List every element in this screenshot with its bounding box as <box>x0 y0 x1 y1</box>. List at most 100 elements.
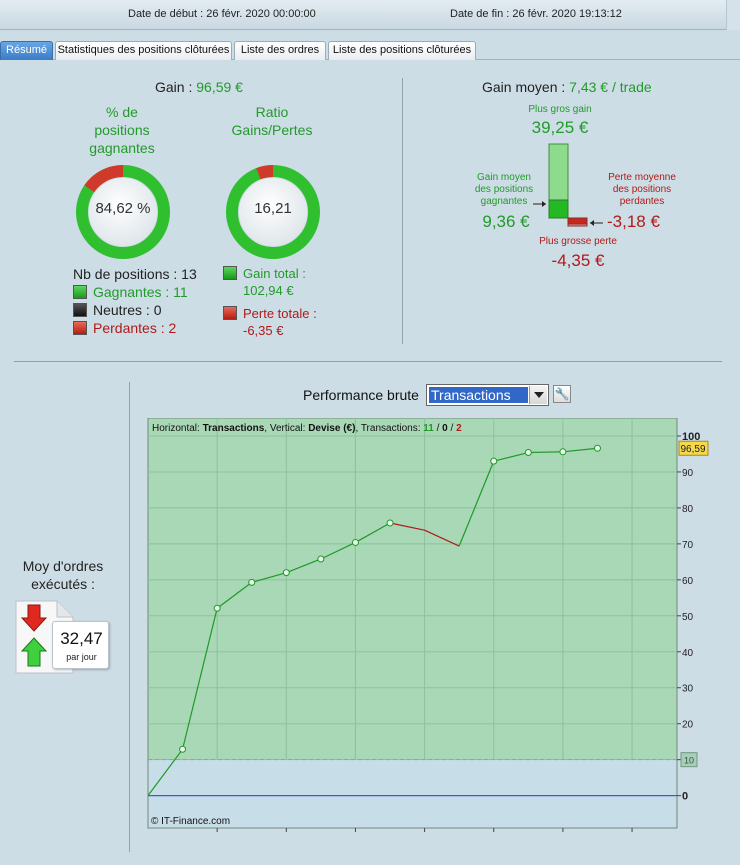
x-axis-ticks: 2468101214 <box>216 828 633 832</box>
tab-orders[interactable]: Liste des ordres <box>234 41 326 60</box>
tab-summary[interactable]: Résumé <box>0 41 53 60</box>
curve-segment <box>424 529 460 547</box>
equity-curve <box>147 444 601 796</box>
data-point <box>524 449 532 457</box>
avg-win-label-line: des positions <box>474 184 534 195</box>
curve-segment <box>286 558 322 574</box>
info-sep: / <box>434 423 442 434</box>
biggest-gain-label: Plus gros gain <box>528 104 592 115</box>
curve-segment <box>528 451 563 454</box>
biggest-loss-label: Plus grosse perte <box>539 236 617 247</box>
performance-select[interactable]: Transactions <box>426 384 549 406</box>
total-loss: Perte totale : -6,35 € <box>223 305 317 339</box>
last-value-badge <box>678 440 709 456</box>
tab-closed-positions[interactable]: Liste des positions clôturées <box>328 41 476 60</box>
end-date: Date de fin : 26 févr. 2020 19:13:12 <box>450 8 622 20</box>
chevron-down-icon[interactable] <box>529 386 547 404</box>
info-win-count: 11 <box>423 423 434 434</box>
ratio-title-line: Gains/Pertes <box>231 122 313 138</box>
curve-segment <box>216 581 253 609</box>
donut-loss-arc <box>256 165 274 180</box>
info-loss-count: 2 <box>456 423 462 434</box>
data-point <box>248 578 256 586</box>
winning-pct-title: % de positions gagnantes <box>72 103 172 157</box>
performance-title: Performance brute <box>303 387 419 403</box>
neutral-square-icon <box>73 303 87 317</box>
y-tick-label: 0 <box>682 791 688 803</box>
date-bar: Date de début : 26 févr. 2020 00:00:00 D… <box>0 0 740 30</box>
winning-pct-donut: 84,62 % <box>75 164 171 260</box>
info-x-axis: Transactions <box>203 423 265 434</box>
reference-badge <box>680 752 698 768</box>
ratio-donut: 16,21 <box>225 164 321 260</box>
plot-area <box>147 418 678 761</box>
position-counts: Nb de positions : 13 Gagnantes : 11 Neut… <box>73 265 197 337</box>
average-loss-bar <box>567 217 588 225</box>
curve-segment <box>355 522 391 543</box>
average-gain-title: Gain moyen : 7,43 € / trade <box>482 79 652 95</box>
curve-segment <box>147 748 184 796</box>
orders-title: Moy d'ordres exécutés : <box>10 557 116 593</box>
total-loss-value: -6,35 € <box>243 323 284 338</box>
wrench-icon[interactable]: 🔧 <box>553 385 571 403</box>
average-win-bar <box>548 199 569 219</box>
curve-segment <box>389 522 425 531</box>
losers-row: Perdantes : 2 <box>73 319 197 337</box>
winners-label: Gagnantes : 11 <box>93 284 188 300</box>
win-square-icon <box>223 266 237 280</box>
average-gain-bars <box>533 143 603 227</box>
total-gain-label: Gain total : <box>243 266 306 281</box>
y-tick-label: 100 <box>682 431 700 443</box>
y-axis-ticks: 0 10 20 30 40 50 60 70 80 90 100 <box>677 431 700 803</box>
total-gain: Gain total : 102,94 € <box>223 265 317 299</box>
last-value-badge-label: 96,59 <box>680 444 705 455</box>
section-divider-horizontal <box>14 361 722 362</box>
y-tick-label: 30 <box>682 684 694 695</box>
arrow-up-icon <box>20 637 48 667</box>
curve-segment <box>181 608 218 750</box>
data-point <box>317 555 325 563</box>
plot-area-lower <box>148 759 677 828</box>
average-gain-label: Gain moyen : <box>482 79 566 95</box>
neutral-row: Neutres : 0 <box>73 301 197 319</box>
data-point <box>593 444 601 452</box>
orders-title-line: Moy d'ordres <box>22 558 104 574</box>
ratio-title-line: Ratio <box>255 104 289 120</box>
data-point <box>179 745 187 753</box>
info-y-axis: Devise (€) <box>308 423 355 434</box>
curve-segment <box>493 451 529 462</box>
orders-unit: par jour <box>66 652 97 662</box>
avg-loss-value: -3,18 € <box>607 212 660 231</box>
orders-value: 32,47 <box>60 629 103 648</box>
y-tick-label: 80 <box>682 504 694 515</box>
data-point <box>386 519 394 527</box>
chart-divider-vertical <box>129 382 130 852</box>
avg-loss-label-line: des positions <box>612 184 672 195</box>
arrow-down-icon <box>20 604 48 632</box>
gain-label: Gain : <box>155 79 193 95</box>
arrow-head-icon <box>590 220 594 226</box>
winning-pct-title-line: positions <box>94 122 150 138</box>
average-gain-value: 7,43 € / trade <box>569 79 652 95</box>
curve-segment <box>562 447 598 453</box>
y-tick-label: 20 <box>682 720 694 731</box>
avg-loss-label-line: perdantes <box>619 196 665 207</box>
plot-frame <box>147 418 678 829</box>
info-neutral-count: 0 <box>442 423 448 434</box>
chart-grid <box>148 418 677 760</box>
win-square-icon <box>73 285 87 299</box>
section-divider-vertical <box>402 78 403 344</box>
y-tick-label: 40 <box>682 648 694 659</box>
orders-title-line: exécutés : <box>31 576 95 592</box>
info-sep: / <box>448 423 456 434</box>
winners-row: Gagnantes : 11 <box>73 283 197 301</box>
info-transactions: , Transactions: <box>355 423 423 434</box>
donut-loss-arc <box>84 165 124 193</box>
avg-win-label-line: gagnantes <box>480 196 528 207</box>
y-tick-label: 60 <box>682 576 694 587</box>
data-point <box>490 457 498 465</box>
window-corner <box>726 0 740 30</box>
data-point <box>213 604 221 612</box>
ratio-value: 16,21 <box>254 200 292 217</box>
tab-closed-stats[interactable]: Statistiques des positions clôturées <box>55 41 232 60</box>
